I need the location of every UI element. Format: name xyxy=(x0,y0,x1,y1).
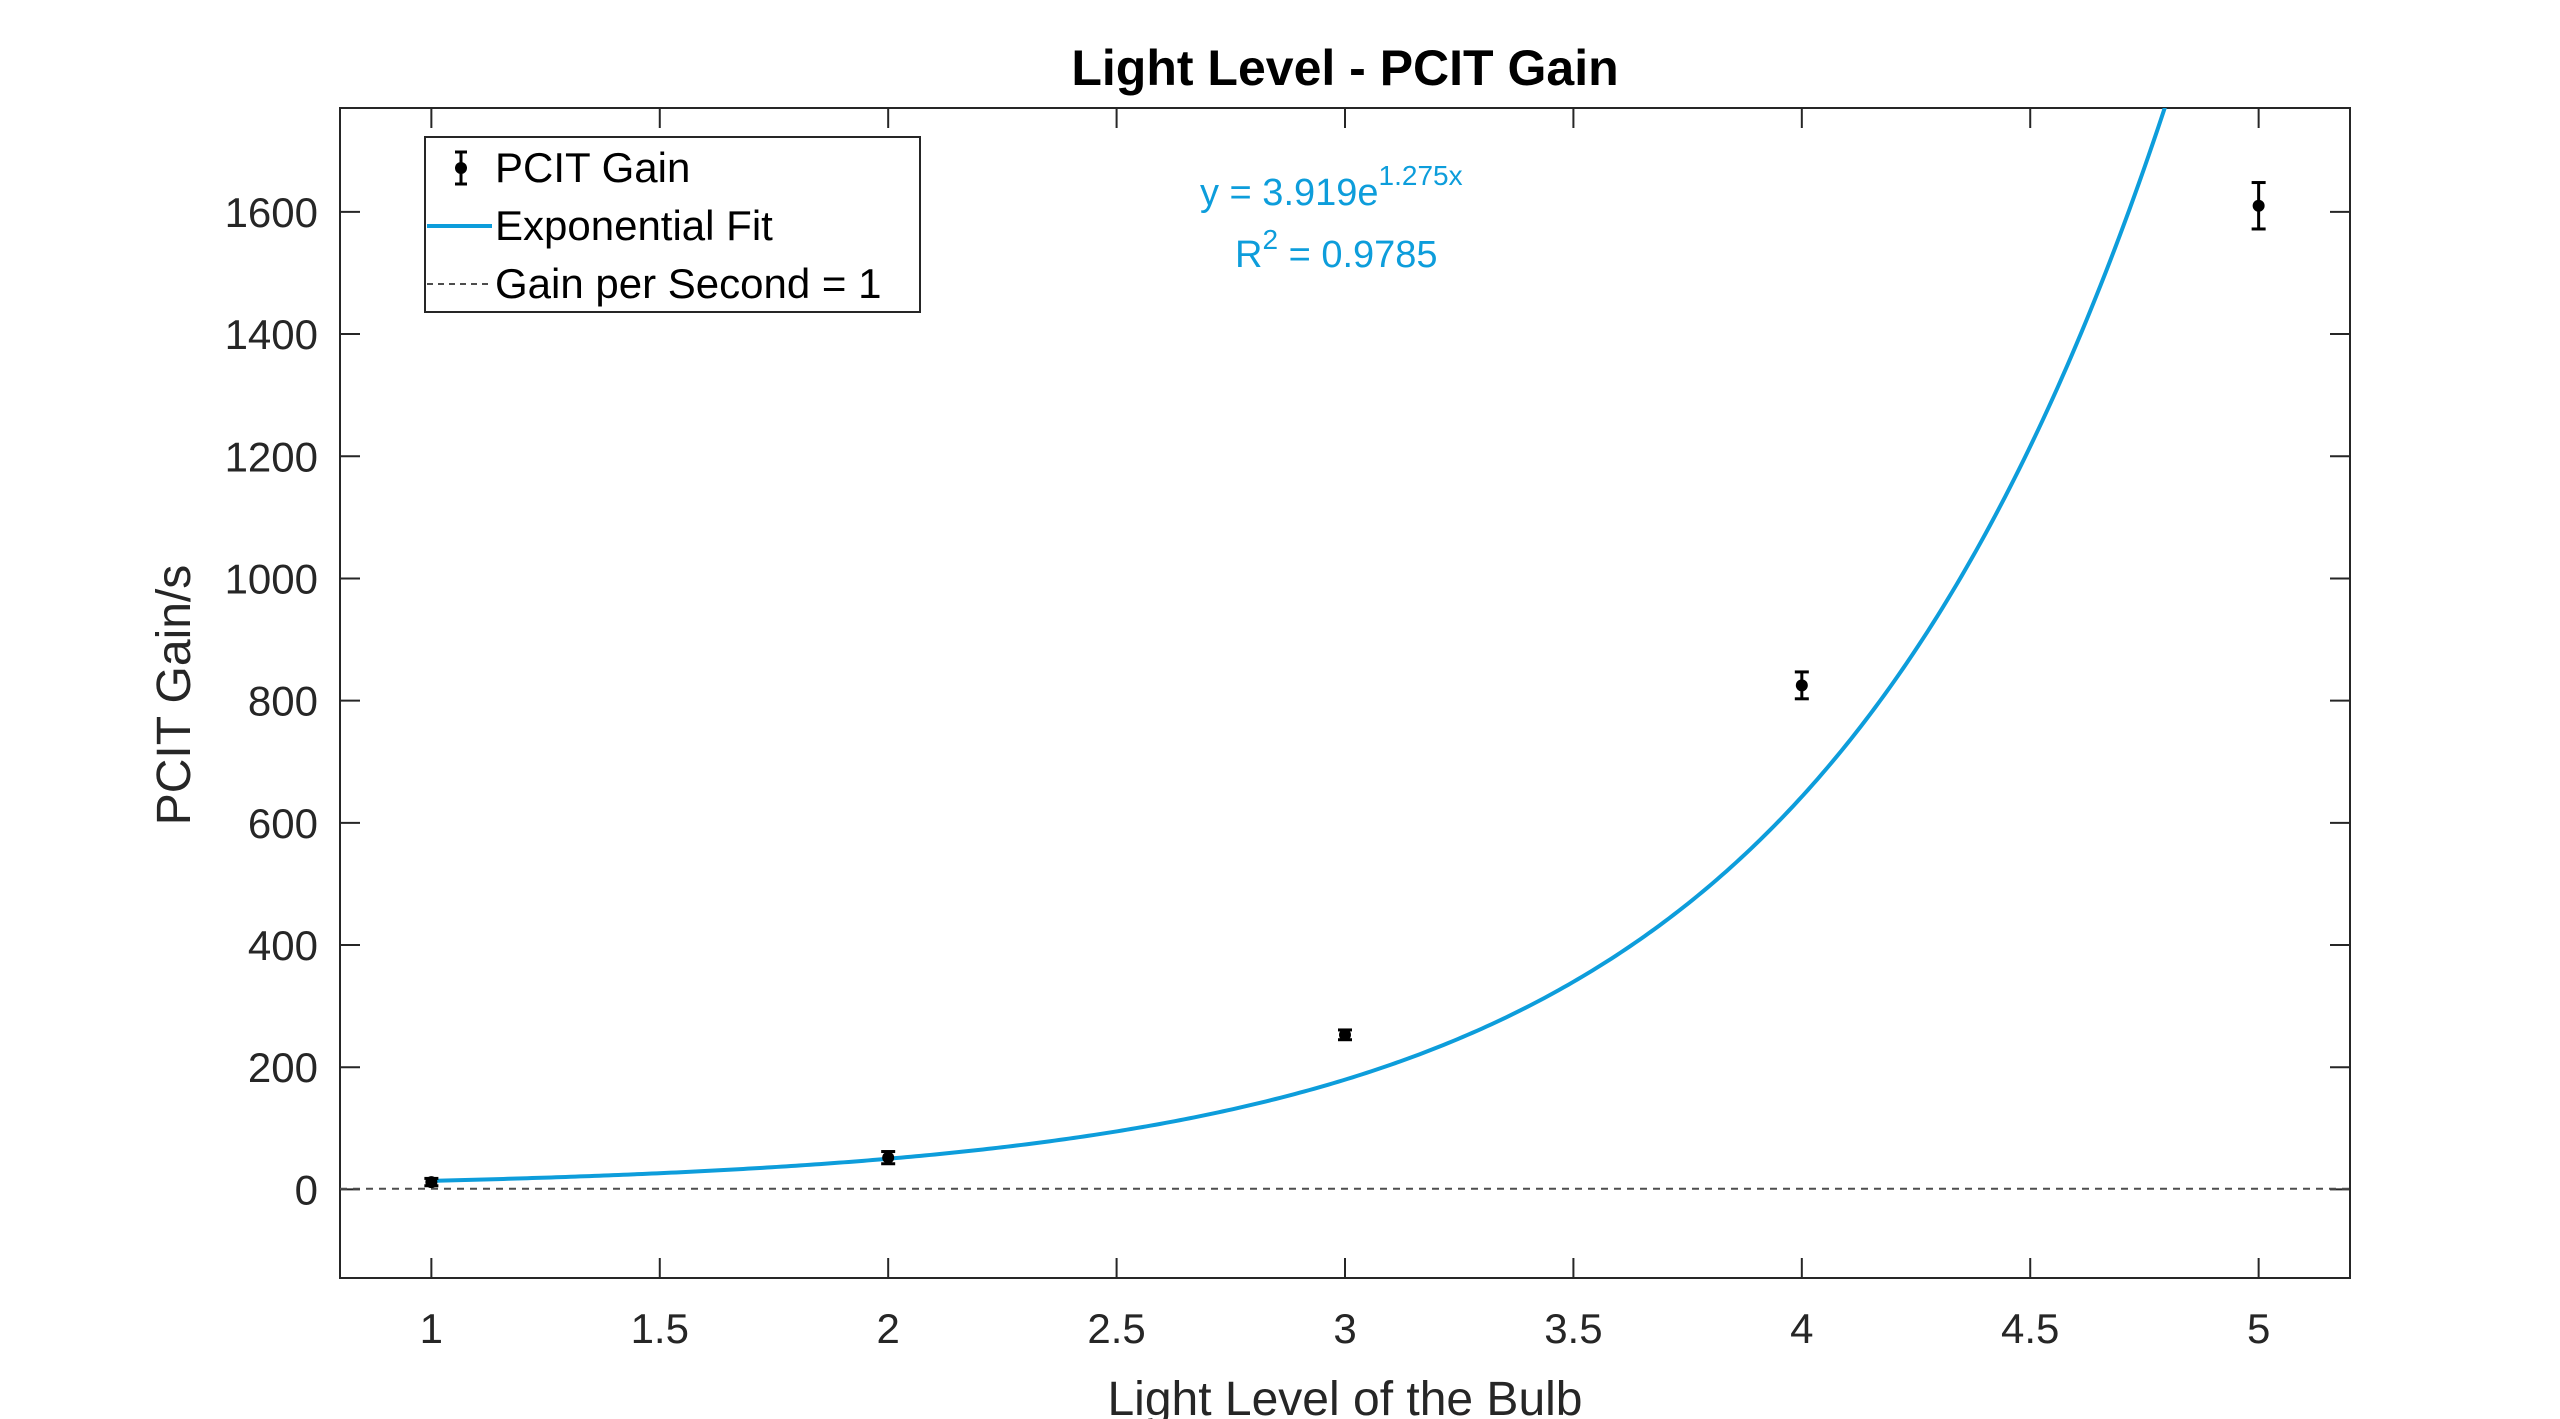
y-tick-label: 400 xyxy=(248,922,318,969)
fit-equation: y = 3.919e1.275x xyxy=(1200,160,1463,214)
x-tick-label: 3.5 xyxy=(1544,1305,1602,1352)
legend-label-exponential-fit: Exponential Fit xyxy=(495,202,773,249)
legend-label-pcit-gain: PCIT Gain xyxy=(495,144,690,191)
x-tick-label: 4.5 xyxy=(2001,1305,2059,1352)
exponential-fit-line xyxy=(431,108,2167,1183)
plot-content xyxy=(340,108,2350,1190)
x-axis-label: Light Level of the Bulb xyxy=(1107,1373,1582,1419)
data-point xyxy=(424,1176,439,1189)
legend-marker-pcit-gain xyxy=(455,150,467,186)
y-tick-label: 600 xyxy=(248,800,318,847)
y-tick-label: 1400 xyxy=(225,311,318,358)
data-point-marker xyxy=(2252,199,2265,212)
fit-r-squared-symbol: R xyxy=(1235,234,1262,276)
y-tick-label: 0 xyxy=(295,1166,318,1213)
fit-equation-exponent: 1.275x xyxy=(1379,160,1463,191)
legend-label-gain-per-second: Gain per Second = 1 xyxy=(495,260,881,307)
x-tick-label: 4 xyxy=(1790,1305,1813,1352)
data-point-marker xyxy=(1339,1028,1351,1041)
data-point-marker xyxy=(882,1151,895,1164)
y-tick-label: 200 xyxy=(248,1044,318,1091)
x-tick-label: 2 xyxy=(877,1305,900,1352)
legend: PCIT Gain Exponential Fit Gain per Secon… xyxy=(424,136,921,313)
data-point xyxy=(1338,1028,1352,1042)
y-tick-label: 1200 xyxy=(225,433,318,480)
y-tick-label: 800 xyxy=(248,678,318,725)
fit-r-squared-exponent: 2 xyxy=(1262,224,1278,255)
fit-r-squared: R2 = 0.9785 xyxy=(1235,224,1438,276)
x-tick-label: 1.5 xyxy=(631,1305,689,1352)
y-axis-label: PCIT Gain/s xyxy=(148,565,201,826)
data-point xyxy=(1794,670,1809,701)
data-point xyxy=(881,1150,896,1166)
x-tick-label: 5 xyxy=(2247,1305,2270,1352)
data-point-marker xyxy=(1795,679,1808,692)
x-tick-label: 2.5 xyxy=(1087,1305,1145,1352)
fit-equation-base: y = 3.919e xyxy=(1200,172,1379,214)
y-tick-label: 1600 xyxy=(225,189,318,236)
axis-ticks: 1 1.5 2 2.5 3 3.5 4 4.5 5 0 200 400 600 800 1000 1200 14… xyxy=(225,108,2350,1352)
data-point xyxy=(2251,181,2266,231)
data-point-marker xyxy=(425,1176,438,1189)
x-tick-label: 1 xyxy=(420,1305,443,1352)
x-tick-label: 3 xyxy=(1333,1305,1356,1352)
chart-title: Light Level - PCIT Gain xyxy=(1071,40,1618,96)
y-tick-label: 1000 xyxy=(225,555,318,602)
legend-box xyxy=(424,136,921,313)
fit-r-squared-value: = 0.9785 xyxy=(1278,234,1438,276)
